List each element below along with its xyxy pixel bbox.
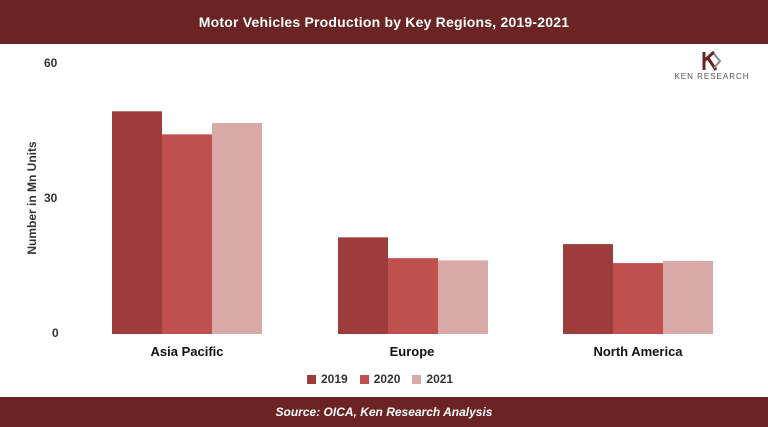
bar-north-america-2021: [663, 260, 713, 334]
legend-item-2019: 2019: [307, 372, 348, 386]
y-tick-0: 0: [52, 326, 59, 340]
legend-swatch-2019: [307, 374, 316, 384]
source-bar: Source: OICA, Ken Research Analysis: [0, 397, 768, 427]
legend-swatch-2021: [412, 374, 422, 384]
bar-asia-pacific-2020: [162, 134, 212, 334]
bar-north-america-2019: [563, 244, 613, 334]
y-tick-30: 30: [44, 191, 58, 205]
bar-europe-2021: [438, 260, 488, 334]
logo-mark-icon: [702, 50, 722, 71]
legend-item-2020: 2020: [359, 372, 401, 386]
legend-item-2021: 2021: [412, 372, 453, 386]
source-note: Source: OICA, Ken Research Analysis: [275, 405, 493, 419]
x-category-north-america: North America: [593, 344, 683, 359]
bar-asia-pacific-2019: [112, 111, 162, 334]
bar-chart: [112, 111, 713, 335]
logo-text: KEN RESEARCH: [674, 72, 750, 81]
chart-legend: 2019 2020 2021: [307, 372, 453, 386]
chart-title: Motor Vehicles Production by Key Regions…: [198, 14, 570, 30]
bar-north-america-2020: [613, 263, 663, 334]
legend-label-2020: 2020: [373, 372, 401, 386]
bar-europe-2020: [388, 258, 438, 334]
chart-title-bar: Motor Vehicles Production by Key Regions…: [0, 0, 768, 44]
x-category-asia-pacific: Asia Pacific: [150, 344, 224, 359]
legend-label-2019: 2019: [321, 372, 348, 386]
y-tick-60: 60: [44, 56, 58, 70]
bar-asia-pacific-2021: [212, 123, 262, 335]
legend-label-2021: 2021: [426, 372, 454, 386]
bar-europe-2019: [338, 237, 388, 334]
legend-swatch-2020: [359, 374, 369, 384]
x-category-europe: Europe: [389, 344, 435, 359]
ken-research-logo: KEN RESEARCH: [664, 50, 760, 82]
